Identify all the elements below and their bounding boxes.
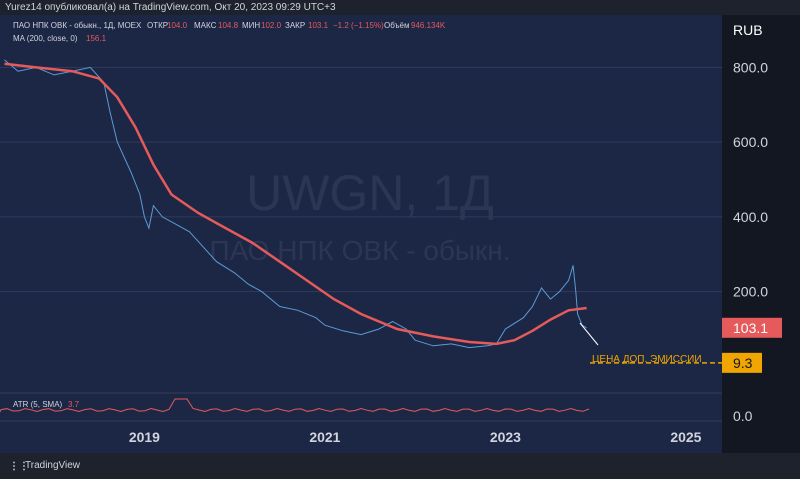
legend-low: 102.0: [261, 21, 282, 30]
top-bar: Yurez14 опубликовал(а) на TradingView.co…: [0, 0, 800, 15]
footer-brand: TradingView: [25, 460, 81, 471]
ma-series-line: [4, 62, 587, 346]
price-chart[interactable]: UWGN, 1Д ПАО НПК ОВК - обыкн. ATR (5, SM…: [0, 15, 800, 453]
x-tick-label: 2025: [670, 429, 701, 445]
x-tick-label: 2023: [490, 429, 521, 445]
legend-change: −1.2 (−1.15%): [333, 21, 384, 30]
legend-symbol: ПАО НПК ОВК - обыкн., 1Д, MOEX: [13, 21, 142, 30]
legend-low-label: МИН: [242, 21, 260, 30]
emission-badge-text: 9.3: [733, 355, 753, 371]
footer: ⋮⋮ TradingView: [0, 453, 800, 479]
legend: ПАО НПК ОВК - обыкн., 1Д, MOEX ОТКР 104.…: [13, 21, 446, 43]
legend-open-label: ОТКР: [147, 21, 168, 30]
legend-ma-label: MA (200, close, 0): [13, 34, 78, 43]
emission-annotation: ЦЕНА ДОП. ЭМИССИИ: [592, 354, 702, 365]
legend-volume-label: Объём: [384, 21, 410, 30]
atr-axis-label: 0.0: [733, 408, 753, 424]
price-series-line: [4, 59, 587, 349]
chart-area[interactable]: UWGN, 1Д ПАО НПК ОВК - обыкн. ATR (5, SM…: [0, 15, 800, 453]
legend-high-label: МАКС: [194, 21, 217, 30]
emission-badge: [722, 352, 762, 373]
atr-value: 3.7: [68, 400, 80, 409]
y-axis-ticks: 800.0 600.0 400.0 200.0: [733, 59, 768, 299]
legend-open: 104.0: [167, 21, 188, 30]
y-tick-label: 800.0: [733, 59, 768, 75]
x-tick-label: 2021: [309, 429, 340, 445]
legend-volume: 946.134K: [411, 21, 446, 30]
tradingview-logo-icon: ⋮⋮: [9, 461, 29, 472]
price-badge-text: 103.1: [733, 320, 768, 336]
x-axis-ticks: 2019 2021 2023 2025: [129, 429, 702, 445]
watermark-ticker: UWGN, 1Д: [246, 165, 494, 221]
y-tick-label: 200.0: [733, 284, 768, 300]
legend-close: 103.1: [308, 21, 329, 30]
legend-high: 104.8: [218, 21, 239, 30]
price-axis[interactable]: [722, 15, 800, 453]
grid-lines: [0, 66, 722, 293]
legend-close-label: ЗАКР: [285, 21, 305, 30]
watermark-name: ПАО НПК ОВК - обыкн.: [209, 235, 510, 266]
atr-line: [0, 398, 590, 413]
price-badge: [722, 317, 782, 338]
series-group: [4, 59, 587, 349]
legend-ma-value: 156.1: [86, 34, 107, 43]
publisher-text: Yurez14 опубликовал(а) на TradingView.co…: [5, 2, 336, 13]
x-tick-label: 2019: [129, 429, 160, 445]
y-tick-label: 400.0: [733, 209, 768, 225]
annotation-arrow: [579, 322, 599, 346]
y-tick-label: 600.0: [733, 134, 768, 150]
atr-label: ATR (5, SMA): [13, 400, 63, 409]
currency-label: RUB: [733, 22, 763, 38]
